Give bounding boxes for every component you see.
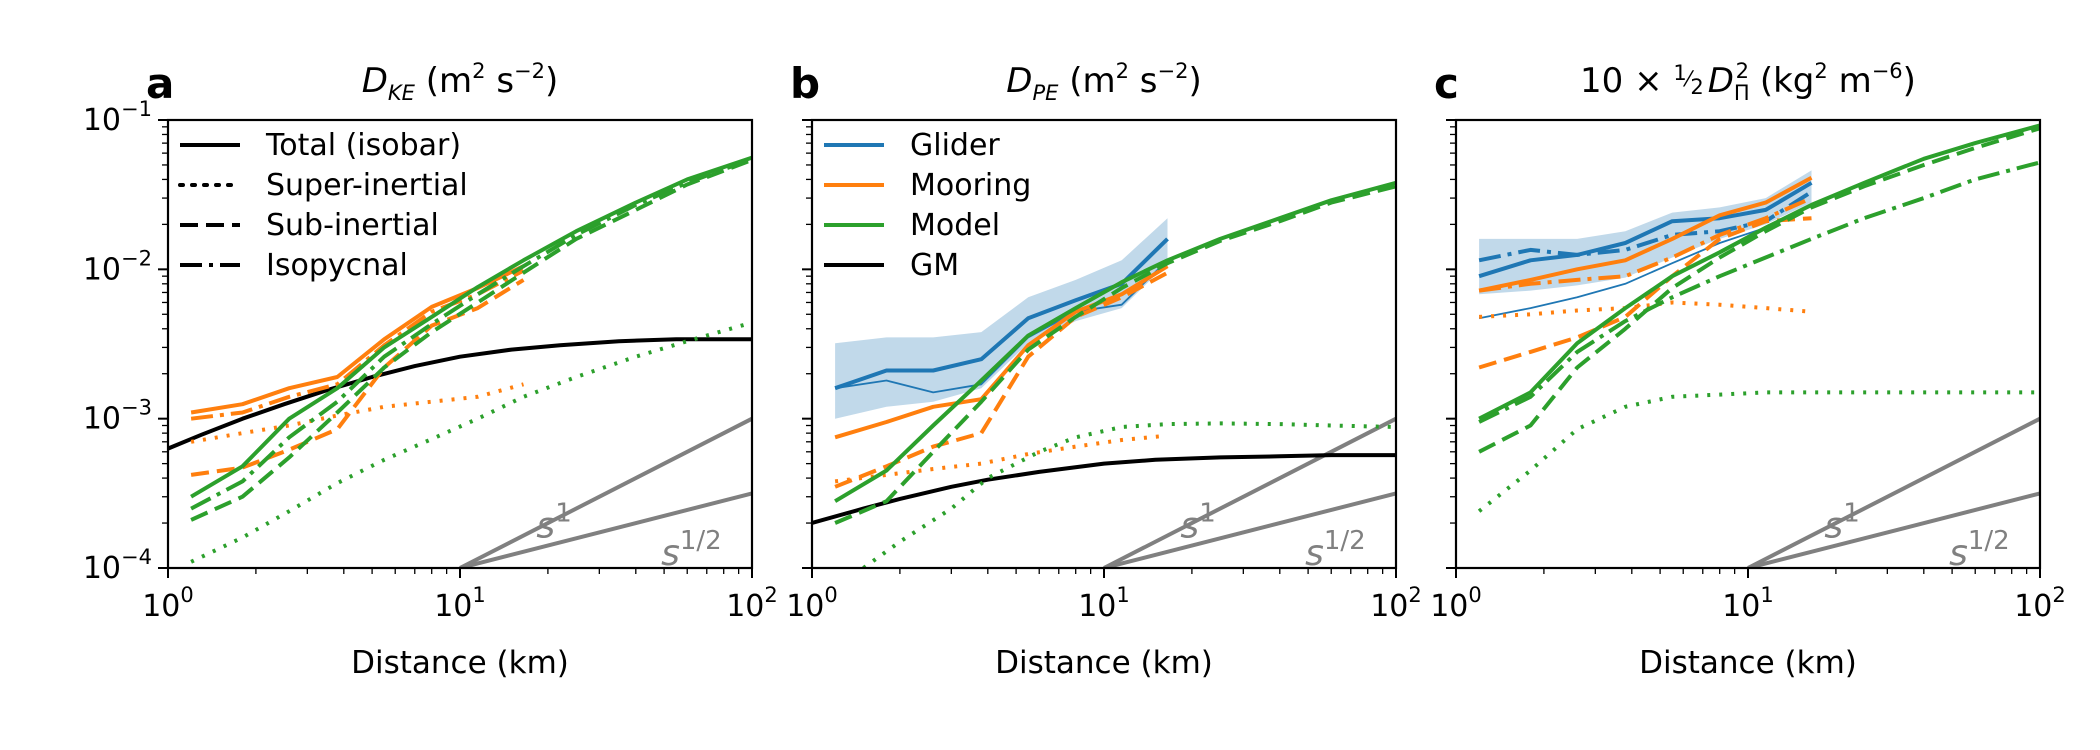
x-axis-label: Distance (km) [995,645,1213,681]
x-tick-label: 102 [726,583,778,624]
series-line [834,180,1396,503]
series-line [190,158,752,522]
legend-label: GM [910,248,959,283]
panel-title: DPE (m2 s−2) [1006,59,1201,105]
legend-label: Isopycnal [266,248,408,283]
series-line [1747,491,2040,568]
x-tick-label: 100 [786,583,838,624]
y-tick-label: 10−3 [83,396,152,437]
series-line [1478,123,2040,421]
series-line [459,491,752,568]
panel-letter: c [1434,59,1459,108]
series-line [1103,416,1396,568]
series-line [1478,196,1813,293]
x-tick-label: 100 [142,583,194,624]
series-line [1478,300,1812,319]
x-tick-label: 102 [2014,583,2066,624]
legend-label: Mooring [910,168,1031,203]
y-tick-label: 10−4 [83,545,152,586]
y-tick-label: 10−1 [83,97,152,138]
legend: Glider Mooring Model GM [824,128,1031,283]
x-tick-label: 101 [434,583,486,624]
series-line [459,416,752,568]
panel-letter: b [790,59,820,108]
slope-label: s1 [536,499,571,547]
panel-c: 100 101 102 Distance (km) c 10 × 1⁄2 DΠ2 (kg2 … [1430,59,2066,681]
x-tick-label: 101 [1722,583,1774,624]
series-line [1103,491,1396,568]
y-tick-label: 10−2 [83,246,152,287]
series-line [834,184,1396,525]
series-line [834,259,1169,394]
panel-b: 100 101 102 Distance (km) b DPE (m2 s−2) s1 s1/… [786,59,1422,681]
series-line [812,453,1396,525]
legend-label: Sub-inertial [266,208,439,243]
series-line [190,278,525,477]
slope-label: s1 [1180,499,1215,547]
series-line [834,264,1169,440]
x-tick-label: 101 [1078,583,1130,624]
series-line [190,155,752,499]
x-tick-label: 102 [1370,583,1422,624]
legend-label: Glider [910,128,1000,163]
series-line [1478,216,1812,370]
slope-label: s1/2 [1949,526,2010,574]
x-axis-label: Distance (km) [1639,645,1857,681]
slope-label: s1/2 [661,526,722,574]
panel-letter: a [146,59,174,108]
panel-title: 10 × 1⁄2 DΠ2 (kg2 m−6) [1580,59,1916,105]
series-line [1478,160,2040,424]
legend: Total (isobar) Super-inertial Sub-inertial… [178,128,468,283]
plot-area [168,155,752,568]
panel-a: 100 101 102 10−4 10−3 10−2 10−1 Distance (km) a D… [83,59,778,681]
legend-label: Total (isobar) [265,128,461,163]
slope-label: s1/2 [1305,526,1366,574]
plot-area [812,180,1396,568]
panel-title: DKE (m2 s−2) [362,59,559,105]
legend-label: Model [910,208,1000,243]
series-line [190,156,752,511]
series-line [168,337,752,451]
slope-label: s1 [1824,499,1859,547]
x-tick-label: 100 [1430,583,1482,624]
series-line [1478,181,1813,279]
series-line [1478,176,1813,293]
legend-label: Super-inertial [266,168,468,203]
series-line [190,382,525,444]
plot-area [1477,123,2040,568]
x-axis-label: Distance (km) [351,645,569,681]
series-line [1478,126,2040,454]
series-line [1747,416,2040,568]
